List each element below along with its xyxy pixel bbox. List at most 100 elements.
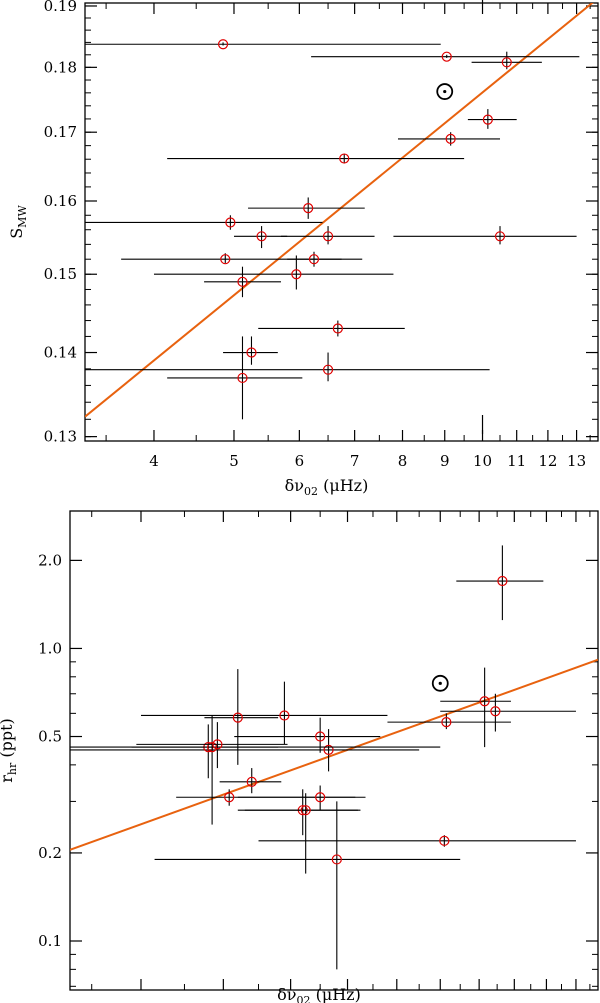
x-tick-label: 5 — [219, 1001, 229, 1003]
data-point — [131, 715, 279, 825]
point-marker — [482, 114, 493, 125]
point-marker — [494, 231, 506, 242]
data-point — [440, 693, 576, 732]
data-point — [280, 226, 375, 245]
point-marker — [220, 254, 231, 265]
point-marker — [331, 854, 342, 865]
x-tick-label: 11 — [507, 452, 526, 470]
data-point — [471, 51, 542, 70]
x-tick-label: 9 — [440, 452, 450, 470]
point-marker — [237, 372, 248, 384]
x-tick-label: 8 — [398, 452, 408, 470]
point-marker — [445, 133, 456, 144]
point-marker — [308, 254, 320, 265]
data-point — [204, 266, 281, 298]
point-marker — [322, 231, 334, 242]
sun-circle — [436, 83, 454, 100]
point-marker — [490, 706, 501, 717]
point-marker — [237, 276, 248, 287]
point-marker — [207, 742, 218, 753]
data-point — [223, 336, 278, 365]
x-tick-label: 10 — [473, 452, 492, 470]
point-marker — [303, 203, 314, 214]
y-tick-label: 0.14 — [44, 344, 77, 362]
x-tick-label: 9 — [435, 1001, 445, 1003]
data-point — [219, 768, 282, 794]
point-marker — [479, 696, 490, 707]
y-tick-label: 0.17 — [44, 123, 77, 141]
data-point — [85, 352, 490, 382]
data-point — [204, 669, 279, 765]
data-point — [140, 681, 388, 745]
data-point — [85, 39, 441, 50]
point-marker — [212, 739, 223, 750]
data-point — [248, 197, 365, 219]
data-point — [456, 545, 544, 621]
data-point — [393, 226, 577, 245]
point-marker — [225, 217, 236, 228]
point-marker — [339, 153, 350, 164]
x-tick-label: 6 — [295, 452, 305, 470]
point-marker — [291, 269, 302, 280]
y-axis-label: rhr (ppt) — [0, 718, 19, 782]
x-tick-label: 4 — [149, 452, 159, 470]
data-point — [153, 255, 394, 290]
data-point — [70, 729, 420, 772]
data-point — [440, 667, 511, 748]
y-axis-label: SMW — [7, 205, 29, 239]
data-point — [237, 785, 356, 811]
point-marker — [300, 805, 311, 816]
data-point — [258, 320, 405, 337]
y-tick-label: 0.1 — [38, 932, 62, 950]
point-marker — [315, 792, 326, 803]
point-marker — [224, 792, 235, 803]
plot-area — [85, 3, 594, 420]
data-point — [167, 153, 465, 164]
point-marker — [497, 575, 508, 587]
y-tick-label: 2.0 — [38, 551, 62, 569]
sun-marker: ☉ — [436, 83, 454, 100]
x-tick-label: 7 — [343, 1001, 353, 1003]
plot-area — [70, 545, 598, 970]
sun-dot — [443, 89, 447, 94]
plot-frame — [69, 510, 599, 991]
x-tick-label: 12 — [537, 1001, 556, 1003]
x-axis-label: δν02 (μHz) — [277, 985, 361, 1003]
data-point — [233, 226, 288, 249]
y-tick-label: 1.0 — [38, 639, 62, 657]
data-point — [85, 215, 323, 230]
data-point — [237, 789, 358, 836]
data-point — [244, 793, 361, 874]
panel-bottom-rhr: 4 5 6 7 8 9 10 11 12 13 0.1 0.2 0.5 1.0 2.0 ☉ δν02 (μHz)… — [0, 510, 599, 1003]
x-tick-label: 12 — [538, 452, 557, 470]
point-marker — [322, 364, 334, 375]
data-point — [397, 132, 501, 146]
data-point — [136, 722, 288, 769]
data-point — [258, 835, 576, 847]
sun-marker: ☉ — [431, 674, 449, 692]
data-point — [287, 251, 342, 267]
point-marker — [315, 731, 326, 742]
y-tick-label: 0.19 — [44, 0, 77, 15]
point-marker — [232, 712, 243, 723]
point-marker — [441, 717, 452, 728]
y-tick-label: 0.5 — [38, 728, 62, 746]
point-marker — [501, 57, 512, 68]
y-tick-label: 0.16 — [44, 192, 77, 210]
point-marker — [441, 51, 452, 62]
point-marker — [439, 835, 450, 846]
data-point — [311, 51, 580, 62]
point-marker — [279, 710, 290, 721]
point-marker — [323, 744, 334, 756]
x-tick-label: 10 — [470, 1001, 489, 1003]
fit-line — [85, 3, 594, 418]
data-point — [387, 713, 511, 730]
data-point — [70, 724, 441, 779]
sun-circle — [431, 674, 449, 692]
x-tick-label: 11 — [505, 1001, 524, 1003]
y-tick-label: 0.13 — [44, 428, 77, 446]
y-tick-label: 0.18 — [44, 58, 77, 76]
x-tick-label: 7 — [350, 452, 360, 470]
point-marker — [256, 231, 267, 242]
